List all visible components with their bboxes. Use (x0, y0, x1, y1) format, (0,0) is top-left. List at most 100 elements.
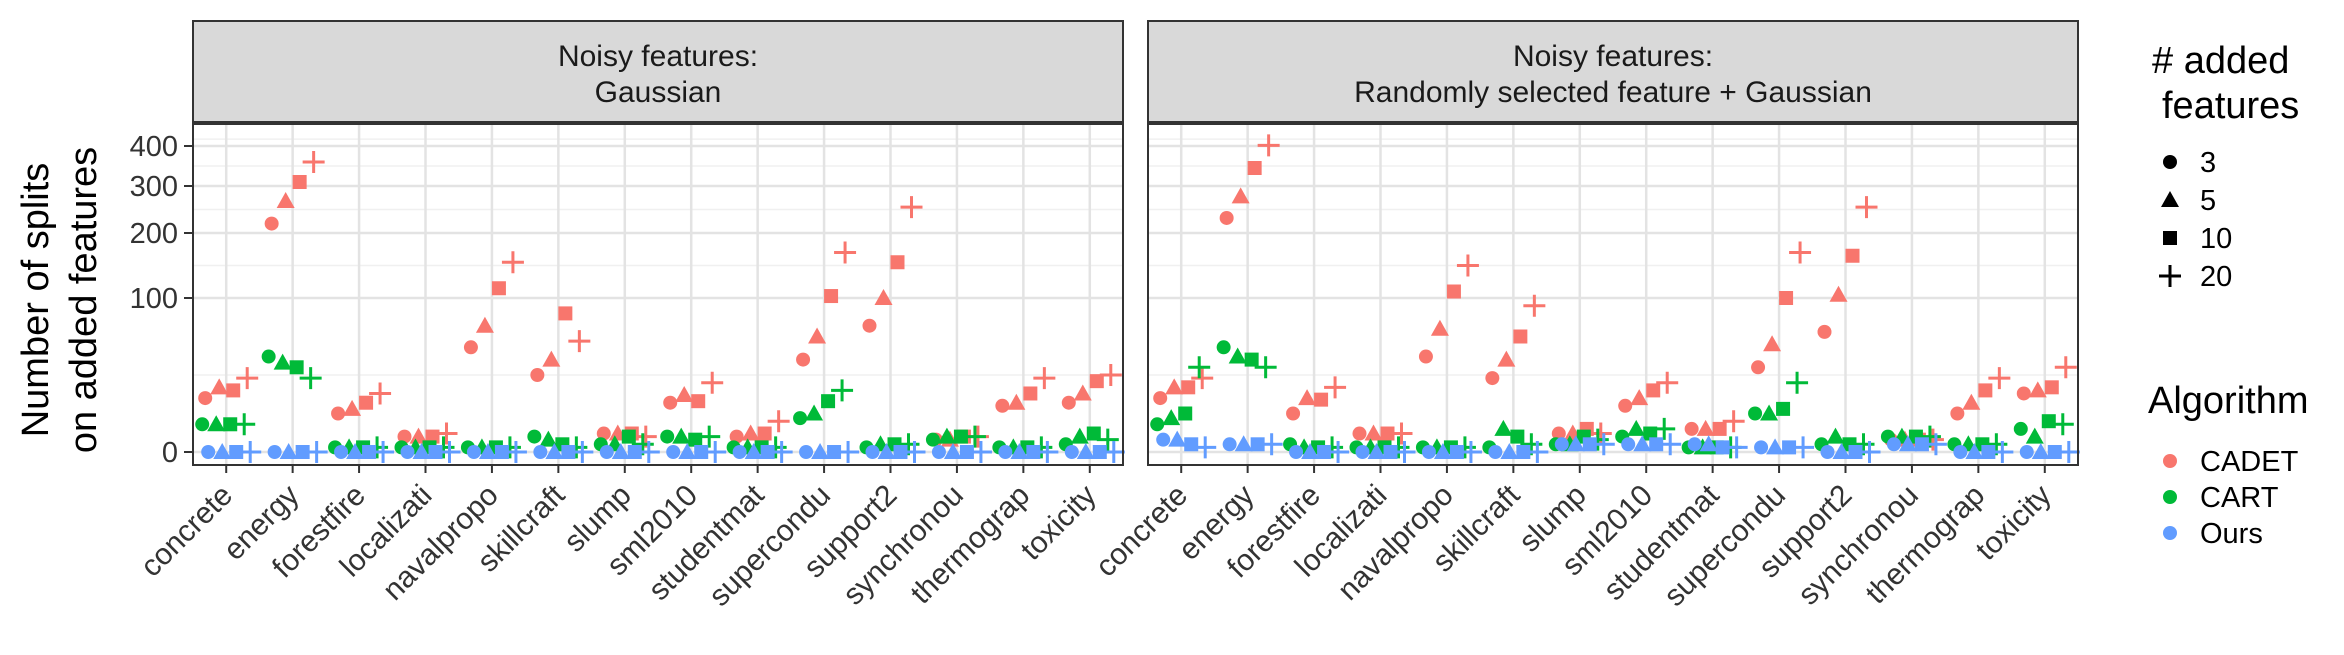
x-tick-label-toxicity: toxicity (1970, 479, 2058, 567)
point-ours-studentmat-n3-panel1 (732, 445, 747, 459)
point-cart-toxicity-n3-panel2 (2013, 421, 2028, 436)
point-cadet-energy-n3-panel1 (264, 216, 279, 231)
point-ours-forestfire-n3-panel1 (334, 445, 349, 459)
point-cadet-energy-n5-panel1 (276, 192, 295, 209)
point-cadet-sml2010-n20-panel1 (701, 371, 724, 394)
point-ours-slump-n10-panel1 (627, 445, 642, 459)
point-ours-forestfire-n5-panel2 (1301, 443, 1320, 459)
point-ours-skillcraft-n10-panel2 (1516, 445, 1531, 459)
point-cart-supercondu-n3-panel1 (793, 411, 808, 426)
point-cadet-concrete-n10-panel1 (226, 383, 241, 398)
point-cart-sml2010-n5-panel2 (1627, 419, 1646, 436)
point-ours-energy-n20-panel2 (1260, 433, 1283, 456)
point-ours-localizati-n10-panel1 (428, 445, 443, 459)
point-cart-supercondu-n20-panel2 (1786, 371, 1809, 394)
point-ours-slump-n3-panel1 (599, 445, 614, 459)
point-ours-localizati-n3-panel2 (1355, 445, 1370, 459)
point-cadet-supercondu-n5-panel1 (808, 327, 827, 344)
panel-1-strip-title-line1: Noisy features: (558, 40, 758, 73)
point-ours-slump-n20-panel1 (637, 441, 660, 463)
point-ours-energy-n5-panel1 (279, 443, 298, 459)
panel-2-plot-area (1148, 124, 2078, 465)
point-cart-energy-n5-panel1 (273, 353, 292, 370)
point-cadet-supercondu-n3-panel1 (796, 352, 811, 367)
point-cadet-localizati-n20-panel2 (1390, 422, 1413, 445)
point-ours-synchronou-n20-panel2 (1924, 433, 1947, 456)
point-cart-concrete-n20-panel2 (1188, 356, 1211, 379)
color-legend-key-cart (2163, 490, 2177, 504)
point-ours-toxicity-n20-panel1 (1102, 441, 1125, 463)
point-cadet-supercondu-n20-panel2 (1789, 241, 1812, 264)
point-ours-localizati-n3-panel1 (400, 445, 415, 459)
point-cadet-supercondu-n10-panel2 (1779, 291, 1794, 305)
point-cart-supercondu-n5-panel1 (805, 404, 824, 421)
point-cart-skillcraft-n5-panel1 (539, 430, 558, 447)
point-cadet-support2-n3-panel2 (1817, 324, 1832, 339)
point-cadet-concrete-n20-panel2 (1191, 367, 1214, 390)
point-ours-toxicity-n10-panel2 (2047, 445, 2062, 459)
point-ours-studentmat-n5-panel1 (744, 443, 763, 459)
point-ours-skillcraft-n3-panel2 (1488, 445, 1503, 459)
point-cadet-navalpropo-n20-panel1 (501, 251, 524, 274)
point-cadet-navalpropo-n5-panel1 (475, 316, 494, 333)
point-ours-forestfire-n20-panel1 (372, 441, 395, 463)
point-cart-supercondu-n20-panel1 (831, 379, 854, 402)
point-ours-toxicity-n3-panel1 (1064, 445, 1079, 459)
point-cadet-localizati-n5-panel1 (409, 427, 428, 444)
shape-legend-key-5 (2161, 191, 2179, 207)
point-ours-sml2010-n5-panel2 (1633, 435, 1652, 452)
point-cart-skillcraft-n5-panel2 (1494, 419, 1513, 436)
point-ours-sml2010-n10-panel2 (1649, 437, 1664, 452)
y-tick-label-200: 200 (130, 218, 178, 250)
point-cadet-navalpropo-n10-panel1 (491, 281, 506, 296)
point-ours-concrete-n5-panel1 (213, 443, 232, 459)
point-cadet-thermograp-n20-panel2 (1988, 367, 2011, 390)
point-cadet-energy-n20-panel2 (1257, 134, 1280, 157)
point-ours-energy-n3-panel1 (267, 445, 282, 459)
point-cadet-thermograp-n3-panel1 (995, 398, 1010, 413)
point-cadet-forestfire-n3-panel2 (1286, 406, 1301, 421)
point-cadet-support2-n5-panel2 (1829, 285, 1848, 302)
point-ours-localizati-n5-panel1 (412, 443, 431, 459)
point-cart-toxicity-n20-panel2 (2051, 413, 2074, 436)
shape-legend-label-5: 5 (2200, 185, 2216, 217)
panel-2-border (1147, 123, 2079, 466)
point-cadet-studentmat-n3-panel2 (1684, 421, 1699, 436)
point-ours-sml2010-n20-panel1 (704, 441, 727, 463)
point-ours-support2-n5-panel2 (1832, 443, 1851, 459)
point-cadet-toxicity-n10-panel2 (2044, 380, 2059, 395)
color-legend: Algorithm CADET CART Ours (2148, 380, 2309, 550)
x-tick-label-concrete: concrete (1089, 479, 1194, 584)
point-ours-navalpropo-n5-panel1 (478, 443, 497, 459)
y-tick-label-0: 0 (162, 437, 178, 469)
shape-legend-key-3 (2163, 155, 2177, 169)
point-cadet-studentmat-n20-panel2 (1722, 410, 1745, 433)
point-cadet-studentmat-n10-panel1 (757, 426, 772, 441)
point-ours-thermograp-n10-panel1 (1026, 445, 1041, 459)
point-ours-energy-n10-panel1 (295, 445, 310, 459)
point-cadet-concrete-n20-panel1 (236, 367, 259, 390)
point-cadet-forestfire-n20-panel2 (1324, 376, 1347, 399)
color-legend-key-ours (2163, 526, 2177, 540)
point-ours-forestfire-n3-panel2 (1289, 445, 1304, 459)
point-ours-studentmat-n10-panel1 (760, 445, 775, 459)
panel-2: Noisy features:Randomly selected feature… (1147, 20, 2080, 466)
panel-1-strip-title-line2: Gaussian (595, 76, 722, 109)
point-ours-forestfire-n5-panel1 (346, 443, 365, 459)
point-ours-studentmat-n3-panel2 (1687, 437, 1702, 452)
point-cadet-forestfire-n5-panel1 (343, 399, 362, 416)
point-ours-thermograp-n5-panel1 (1010, 443, 1029, 459)
point-cadet-sml2010-n3-panel1 (663, 395, 678, 410)
point-cart-sml2010-n10-panel1 (688, 432, 703, 447)
point-ours-toxicity-n3-panel2 (2019, 445, 2034, 459)
point-ours-support2-n3-panel1 (865, 445, 880, 459)
point-ours-skillcraft-n20-panel1 (571, 441, 594, 463)
point-cadet-thermograp-n10-panel2 (1978, 383, 1993, 398)
point-cadet-navalpropo-n5-panel2 (1430, 319, 1449, 336)
shape-legend-label-20: 20 (2200, 261, 2232, 293)
color-legend-key-cadet (2163, 454, 2177, 468)
point-ours-thermograp-n20-panel2 (1991, 441, 2014, 463)
point-cart-sml2010-n3-panel1 (660, 429, 675, 444)
point-cadet-thermograp-n5-panel2 (1962, 393, 1981, 410)
point-ours-skillcraft-n20-panel2 (1526, 441, 1549, 463)
